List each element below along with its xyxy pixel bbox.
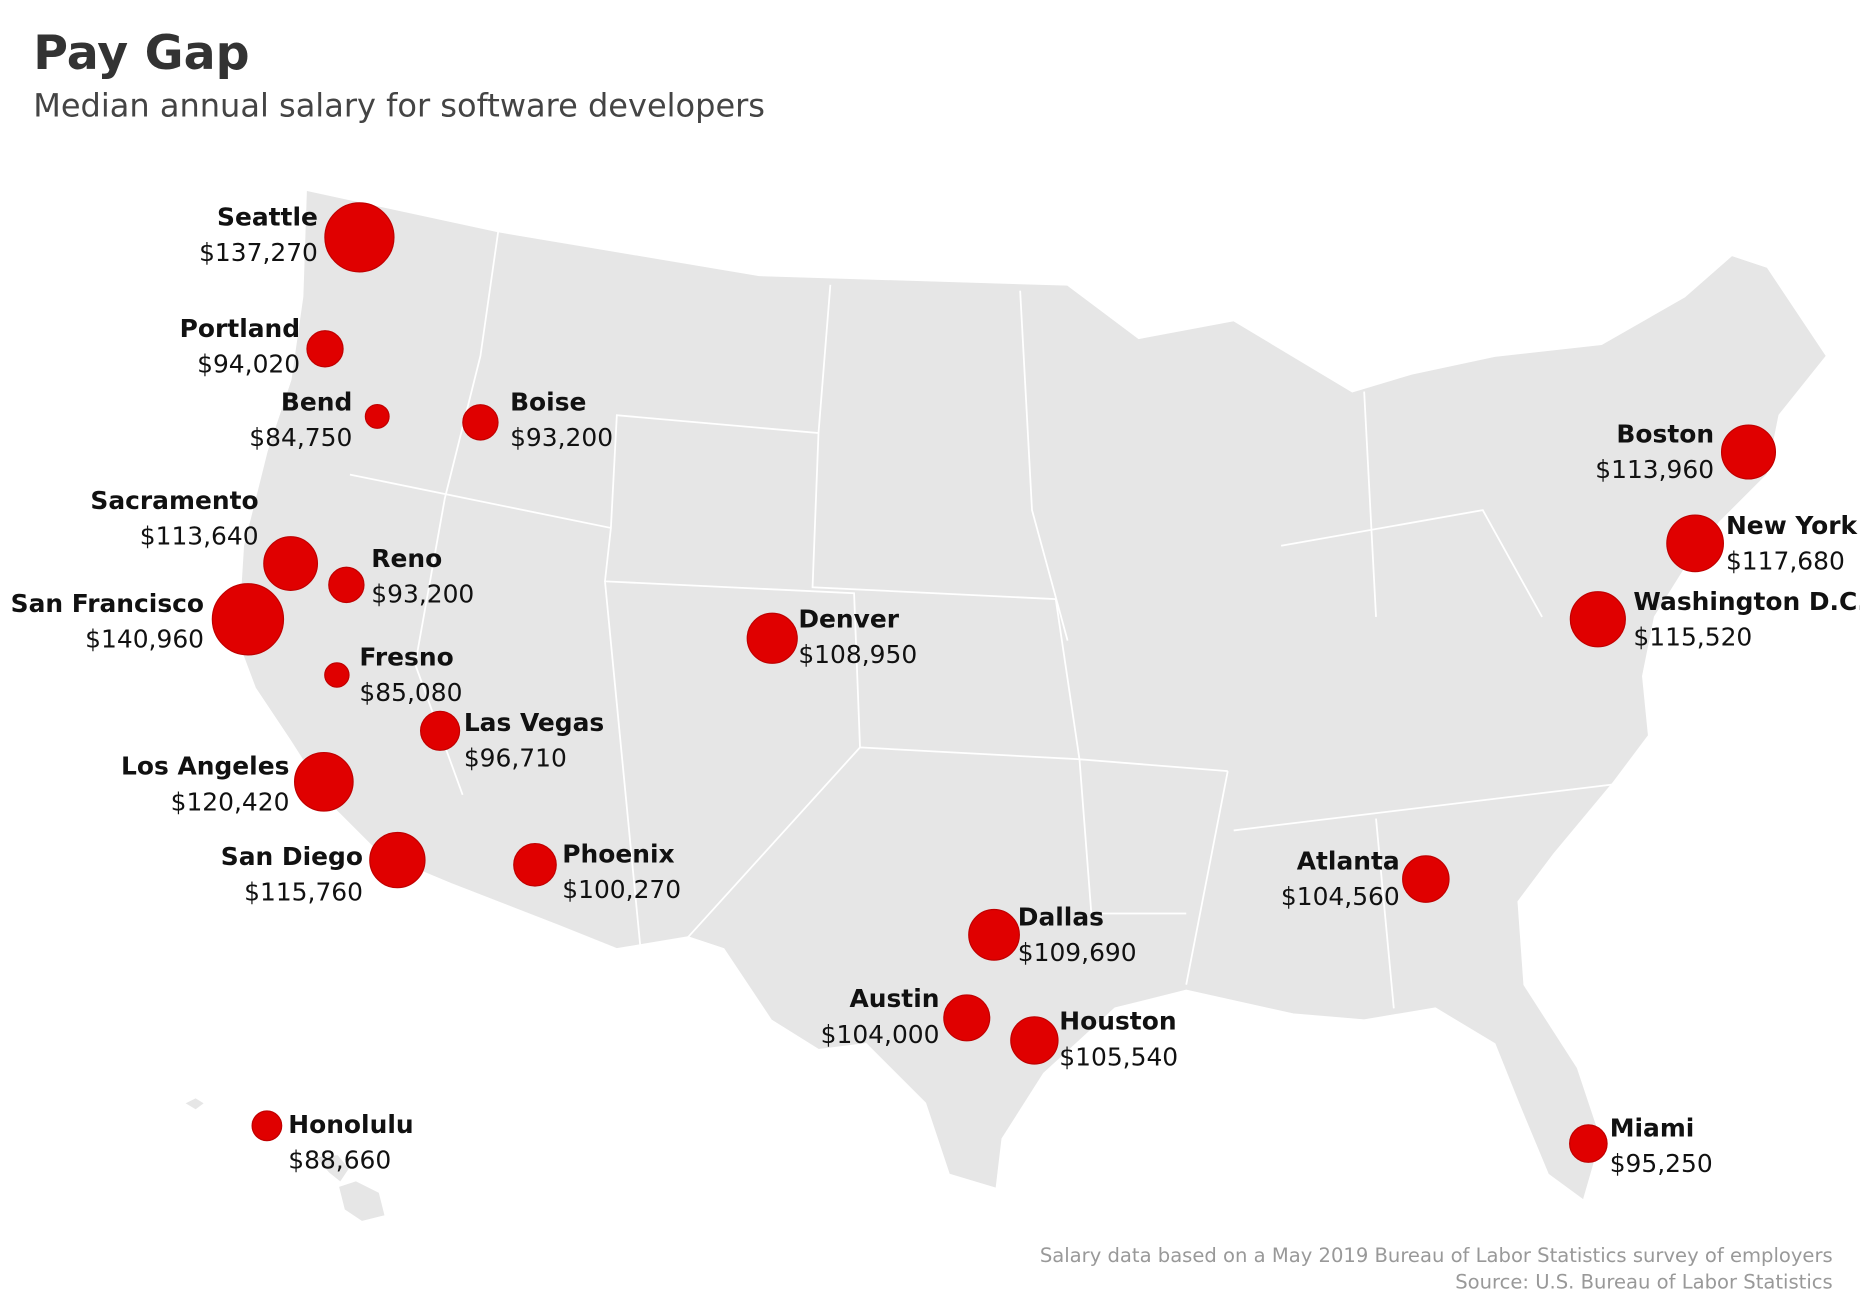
city-salary: $120,420 <box>171 787 290 816</box>
city-name: Boston <box>1616 420 1714 449</box>
city-salary: $117,680 <box>1726 546 1845 575</box>
city-bubble <box>324 202 395 273</box>
city-bubble <box>746 612 798 664</box>
city-bubble <box>943 994 991 1042</box>
city-name: San Francisco <box>11 589 204 618</box>
city-bubble <box>1569 1124 1608 1163</box>
city-bubble <box>462 404 499 441</box>
city-bubble <box>1402 855 1450 903</box>
city-name: Fresno <box>359 643 453 672</box>
contiguous-us <box>236 188 1828 1203</box>
city-salary: $94,020 <box>197 350 300 379</box>
city-salary: $95,250 <box>1610 1149 1713 1178</box>
city-salary: $113,640 <box>140 522 259 551</box>
city-name: Atlanta <box>1297 847 1400 876</box>
city-bubble <box>369 831 426 889</box>
city-salary: $104,560 <box>1281 882 1400 911</box>
city-bubble <box>211 583 285 656</box>
city-salary: $113,960 <box>1595 455 1714 484</box>
city-salary: $84,750 <box>249 423 352 452</box>
city-name: Miami <box>1610 1113 1695 1142</box>
city-salary: $93,200 <box>510 423 613 452</box>
city-name: San Diego <box>221 842 363 871</box>
city-salary: $137,270 <box>199 238 318 267</box>
city-name: Denver <box>798 605 899 634</box>
city-name: Washington D.C. <box>1633 587 1860 616</box>
note: Salary data based on a May 2019 Bureau o… <box>1040 1244 1833 1267</box>
city-name: Las Vegas <box>464 708 604 737</box>
city-name: Seattle <box>217 202 318 231</box>
city-salary: $140,960 <box>85 625 204 654</box>
city-bubble <box>1569 591 1626 648</box>
note: Source: U.S. Bureau of Labor Statistics <box>1455 1270 1833 1293</box>
city-name: Los Angeles <box>121 752 289 781</box>
city-bubble <box>364 403 390 429</box>
city-salary: $96,710 <box>464 743 567 772</box>
city-salary: $93,200 <box>371 580 474 609</box>
city-name: Portland <box>180 314 300 343</box>
city-name: Dallas <box>1018 902 1104 931</box>
city-bubble <box>328 566 365 604</box>
city-name: New York <box>1726 511 1859 540</box>
city-bubble <box>306 330 344 368</box>
subtitle: Median annual salary for software develo… <box>33 86 765 124</box>
city-name: Houston <box>1059 1007 1176 1036</box>
city-bubble <box>294 751 354 812</box>
city-bubble <box>251 1110 283 1142</box>
city-bubble <box>1666 514 1724 573</box>
city-bubble <box>324 662 350 688</box>
city-salary: $100,270 <box>562 875 681 904</box>
city-salary: $88,660 <box>288 1146 391 1175</box>
city-bubble <box>1720 424 1777 480</box>
city-name: Sacramento <box>90 486 258 515</box>
us-map <box>182 188 1828 1223</box>
city-salary: $115,760 <box>244 877 363 906</box>
city-bubble <box>1010 1016 1059 1065</box>
city-salary: $105,540 <box>1059 1042 1178 1071</box>
city-name: Bend <box>281 388 352 417</box>
city-salary: $85,080 <box>359 678 462 707</box>
city-salary: $104,000 <box>821 1020 940 1049</box>
city-salary: $109,690 <box>1018 938 1137 967</box>
city-bubble <box>419 710 461 751</box>
state-borders <box>349 231 1626 1009</box>
city-salary: $108,950 <box>798 640 917 669</box>
city-name: Reno <box>371 544 442 573</box>
city-salary: $115,520 <box>1633 622 1752 651</box>
city-name: Austin <box>849 984 939 1013</box>
city-name: Honolulu <box>288 1110 413 1139</box>
city-name: Phoenix <box>562 839 674 868</box>
city-bubble <box>513 842 557 887</box>
city-name: Boise <box>510 388 586 417</box>
city-bubble <box>968 908 1020 961</box>
title: Pay Gap <box>33 26 249 81</box>
city-bubble <box>263 536 319 591</box>
